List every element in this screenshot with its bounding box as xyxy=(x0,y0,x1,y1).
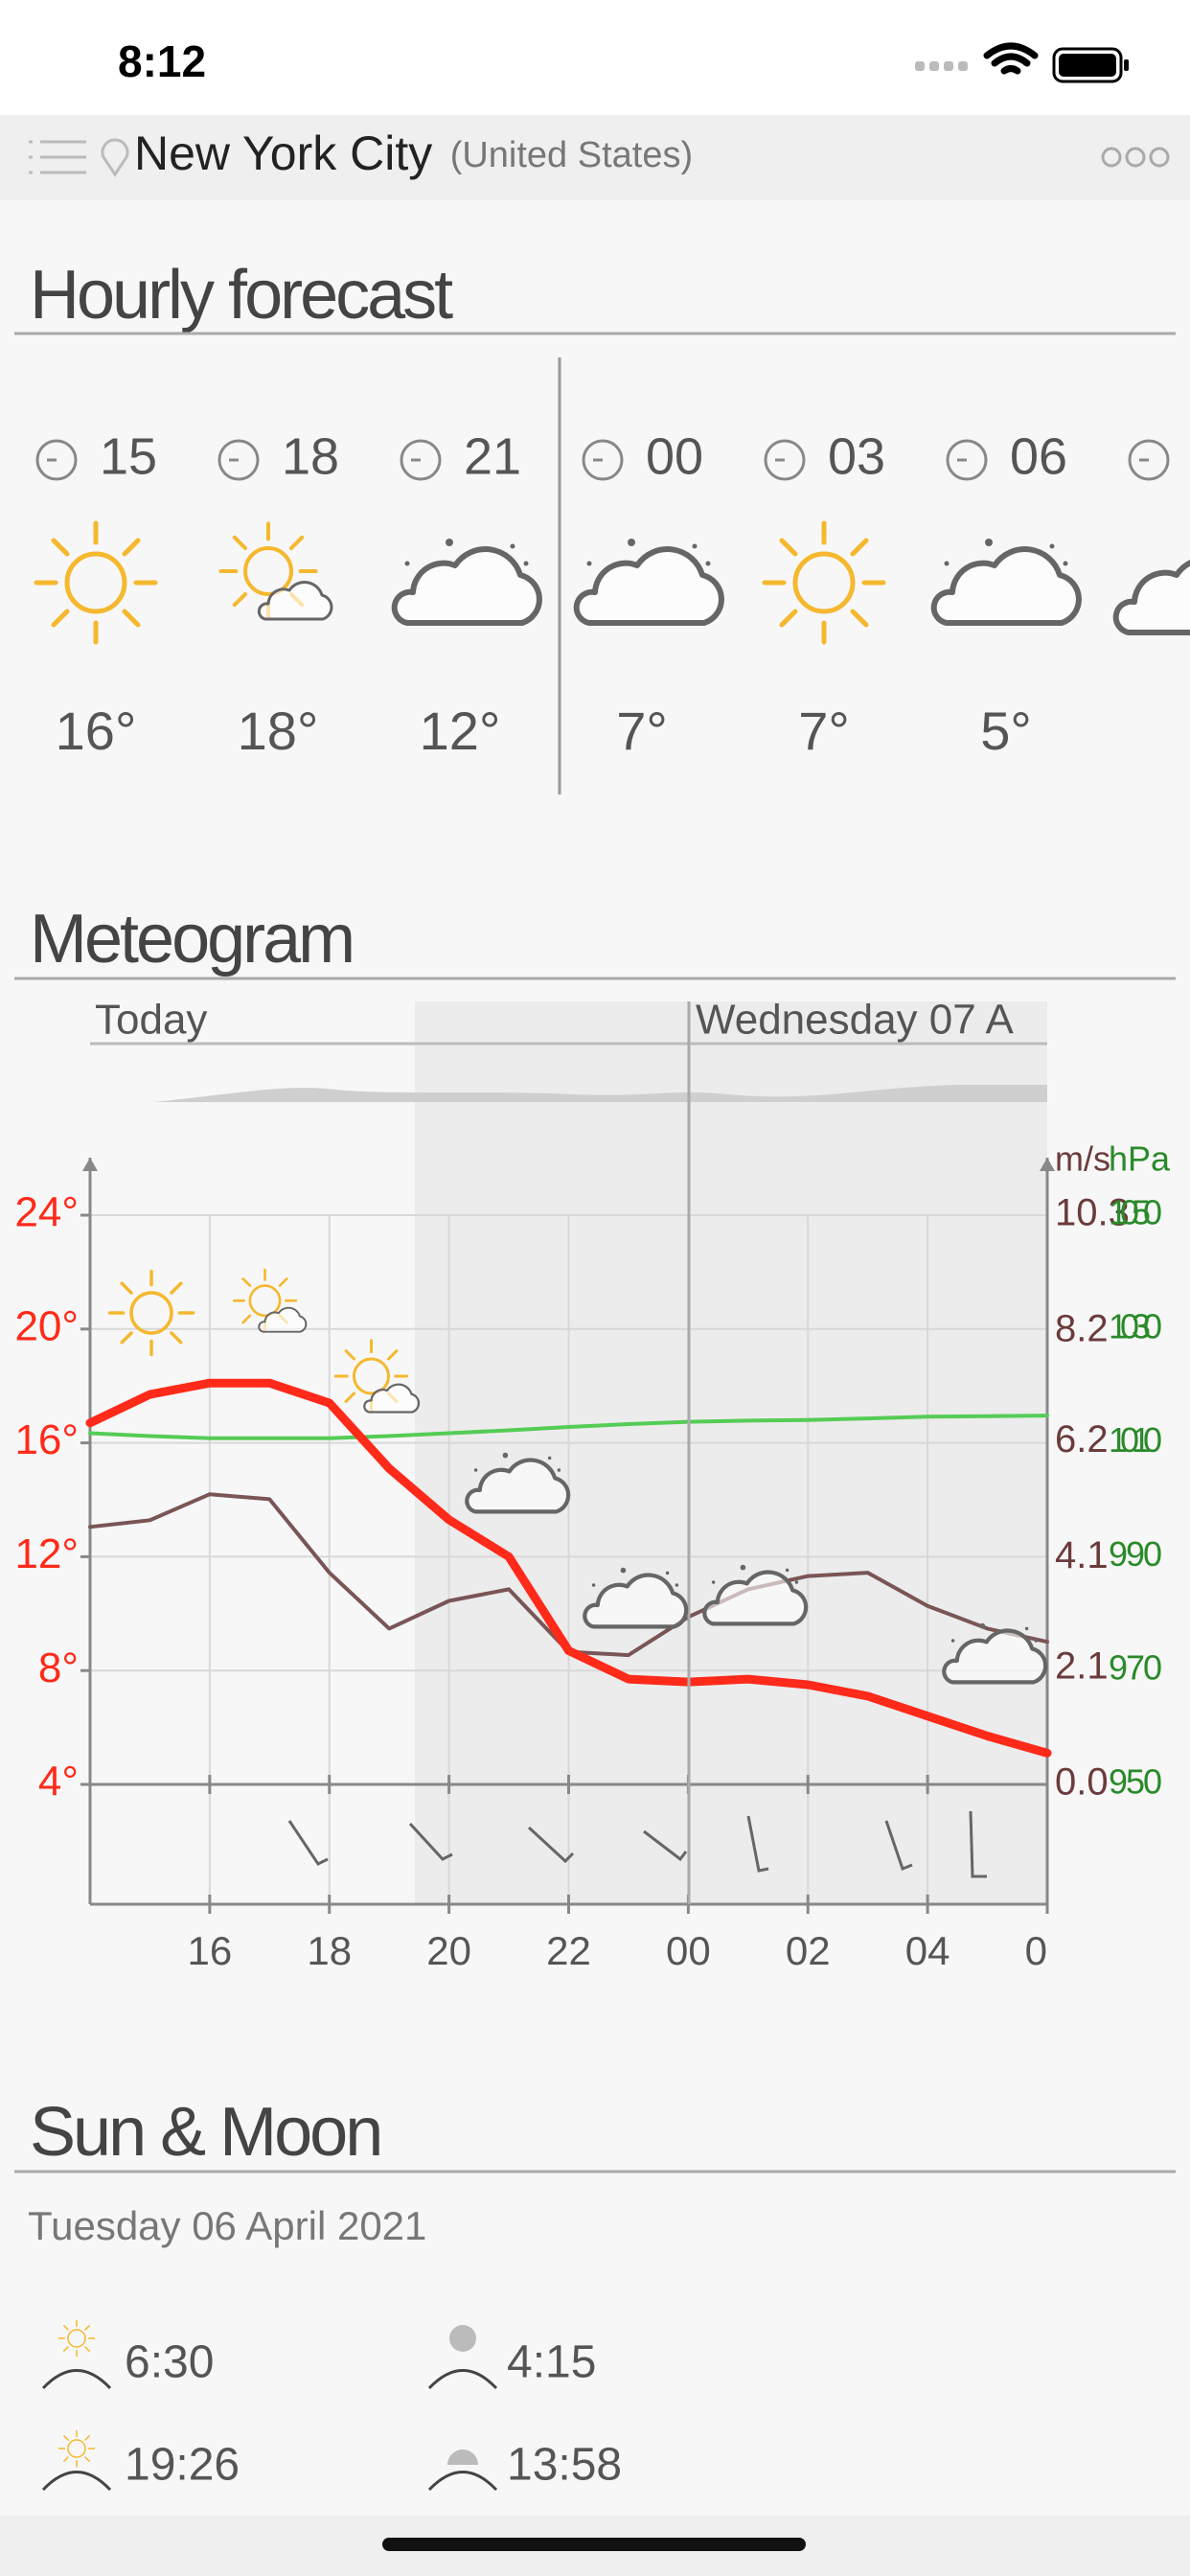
x-tick-label: 18 xyxy=(307,1928,352,1973)
sunset-time: 19:26 xyxy=(125,2440,240,2491)
clock-icon xyxy=(946,439,988,481)
x-tick-label: 16 xyxy=(188,1928,233,1973)
y2-tick-label: 8.2 xyxy=(1055,1308,1109,1350)
section-title: Meteogram xyxy=(30,901,353,978)
sunrise-icon xyxy=(41,2319,112,2390)
clock-icon xyxy=(400,439,442,481)
city-name: New York City xyxy=(134,126,432,180)
menu-button[interactable] xyxy=(29,140,86,174)
y2-tick-label: 4.1 xyxy=(1055,1534,1109,1576)
status-bar xyxy=(0,0,1190,115)
temp-label: 18° xyxy=(238,701,319,761)
hour-label: 00 xyxy=(646,427,703,485)
hour-label: 18 xyxy=(282,427,339,485)
clock-icon xyxy=(35,439,78,481)
location-icon xyxy=(101,138,129,177)
y-tick-label: 4° xyxy=(38,1759,79,1806)
weather-icon xyxy=(36,523,155,642)
clock-icon xyxy=(582,439,624,481)
hour-label: 03 xyxy=(828,427,885,485)
sunrise-time: 6:30 xyxy=(125,2337,214,2388)
header-bar xyxy=(0,115,1190,200)
x-tick-label: 0 xyxy=(1025,1928,1047,1973)
x-tick-label: 22 xyxy=(546,1928,591,1973)
y-tick-label: 24° xyxy=(14,1189,79,1236)
clock-icon xyxy=(217,439,260,481)
section-title: Hourly forecast xyxy=(30,257,453,334)
moonset-icon xyxy=(427,2450,498,2492)
day-label: Today xyxy=(95,997,207,1044)
more-button[interactable] xyxy=(1101,147,1170,168)
temp-label: 7° xyxy=(616,701,668,761)
y-tick-label: 12° xyxy=(14,1530,79,1577)
moonrise-icon xyxy=(427,2325,498,2390)
hour-label: 06 xyxy=(1010,427,1067,485)
y2-tick-label: 2.1 xyxy=(1055,1644,1109,1687)
axis-unit: hPa xyxy=(1109,1139,1171,1179)
sunset-icon xyxy=(41,2429,112,2492)
signal-icon xyxy=(915,61,968,71)
y2-tick-label: 0.0 xyxy=(1055,1761,1109,1804)
night-shade xyxy=(415,1001,1047,1904)
temp-label: 12° xyxy=(420,701,501,761)
clock-time: 8:12 xyxy=(118,36,206,86)
y2-tick-label: 1050 xyxy=(1109,1193,1162,1232)
x-tick-label: 20 xyxy=(426,1928,471,1973)
temp-label: 7° xyxy=(798,701,850,761)
hourly-list: 15 16° 18 18° 21 12° 00 7° 03 7° 06 5° xyxy=(35,427,1067,761)
y2-tick-label: 1030 xyxy=(1109,1306,1162,1346)
temp-label: 16° xyxy=(56,701,137,761)
moonrise-time: 4:15 xyxy=(507,2337,596,2388)
moonset-time: 13:58 xyxy=(507,2440,622,2491)
home-indicator[interactable] xyxy=(382,2538,806,2551)
wind-arrows xyxy=(287,1810,987,1878)
weather-icon xyxy=(335,1341,419,1413)
day-label: Wednesday 07 A xyxy=(696,997,1015,1044)
y2-tick-label: 970 xyxy=(1109,1648,1162,1688)
location-title[interactable]: New York City (United States) xyxy=(134,126,693,180)
x-tick-label: 02 xyxy=(786,1928,831,1973)
x-tick-label: 04 xyxy=(905,1928,950,1973)
axis-unit: m/s xyxy=(1055,1139,1110,1179)
weather-icon xyxy=(1116,559,1190,632)
y-tick-label: 20° xyxy=(14,1302,79,1349)
weather-icon xyxy=(765,523,883,642)
date-label: Tuesday 06 April 2021 xyxy=(28,2203,426,2248)
y-tick-label: 16° xyxy=(14,1416,79,1463)
y2-tick-label: 990 xyxy=(1109,1534,1162,1574)
country-name: (United States) xyxy=(450,135,693,175)
y-tick-label: 8° xyxy=(38,1644,79,1691)
section-title: Sun & Moon xyxy=(30,2094,380,2171)
clock-icon xyxy=(764,439,806,481)
weather-icon xyxy=(934,539,1079,623)
y2-tick-label: 10.3 xyxy=(1055,1192,1130,1234)
battery-icon xyxy=(1052,47,1129,83)
cloud-cover-strip xyxy=(153,1085,1047,1102)
hour-label: 15 xyxy=(100,427,157,485)
temp-label: 5° xyxy=(980,701,1032,761)
wifi-icon xyxy=(983,42,1039,75)
weather-icon xyxy=(107,1269,195,1357)
meteogram-chart: 4° 8° 12° 16° 20° 24° 16 18 20 22 00 02 04 0 m/s 0.0 2.1… xyxy=(14,1139,1171,1974)
y2-tick-label: 950 xyxy=(1109,1762,1162,1802)
weather-icon xyxy=(577,539,721,623)
hour-label: 21 xyxy=(464,427,521,485)
y2-tick-label: 1010 xyxy=(1109,1420,1162,1460)
clock-icon xyxy=(1128,439,1170,481)
weather-icon xyxy=(395,539,539,623)
weather-icon xyxy=(234,1270,306,1332)
series-line xyxy=(88,1414,1049,1440)
series-line xyxy=(85,1378,1052,1758)
weather-icon xyxy=(220,523,332,619)
x-tick-label: 00 xyxy=(666,1928,711,1973)
y2-tick-label: 6.2 xyxy=(1055,1418,1109,1460)
axis-arrow xyxy=(82,1158,98,1171)
axis-arrow xyxy=(1040,1158,1055,1171)
